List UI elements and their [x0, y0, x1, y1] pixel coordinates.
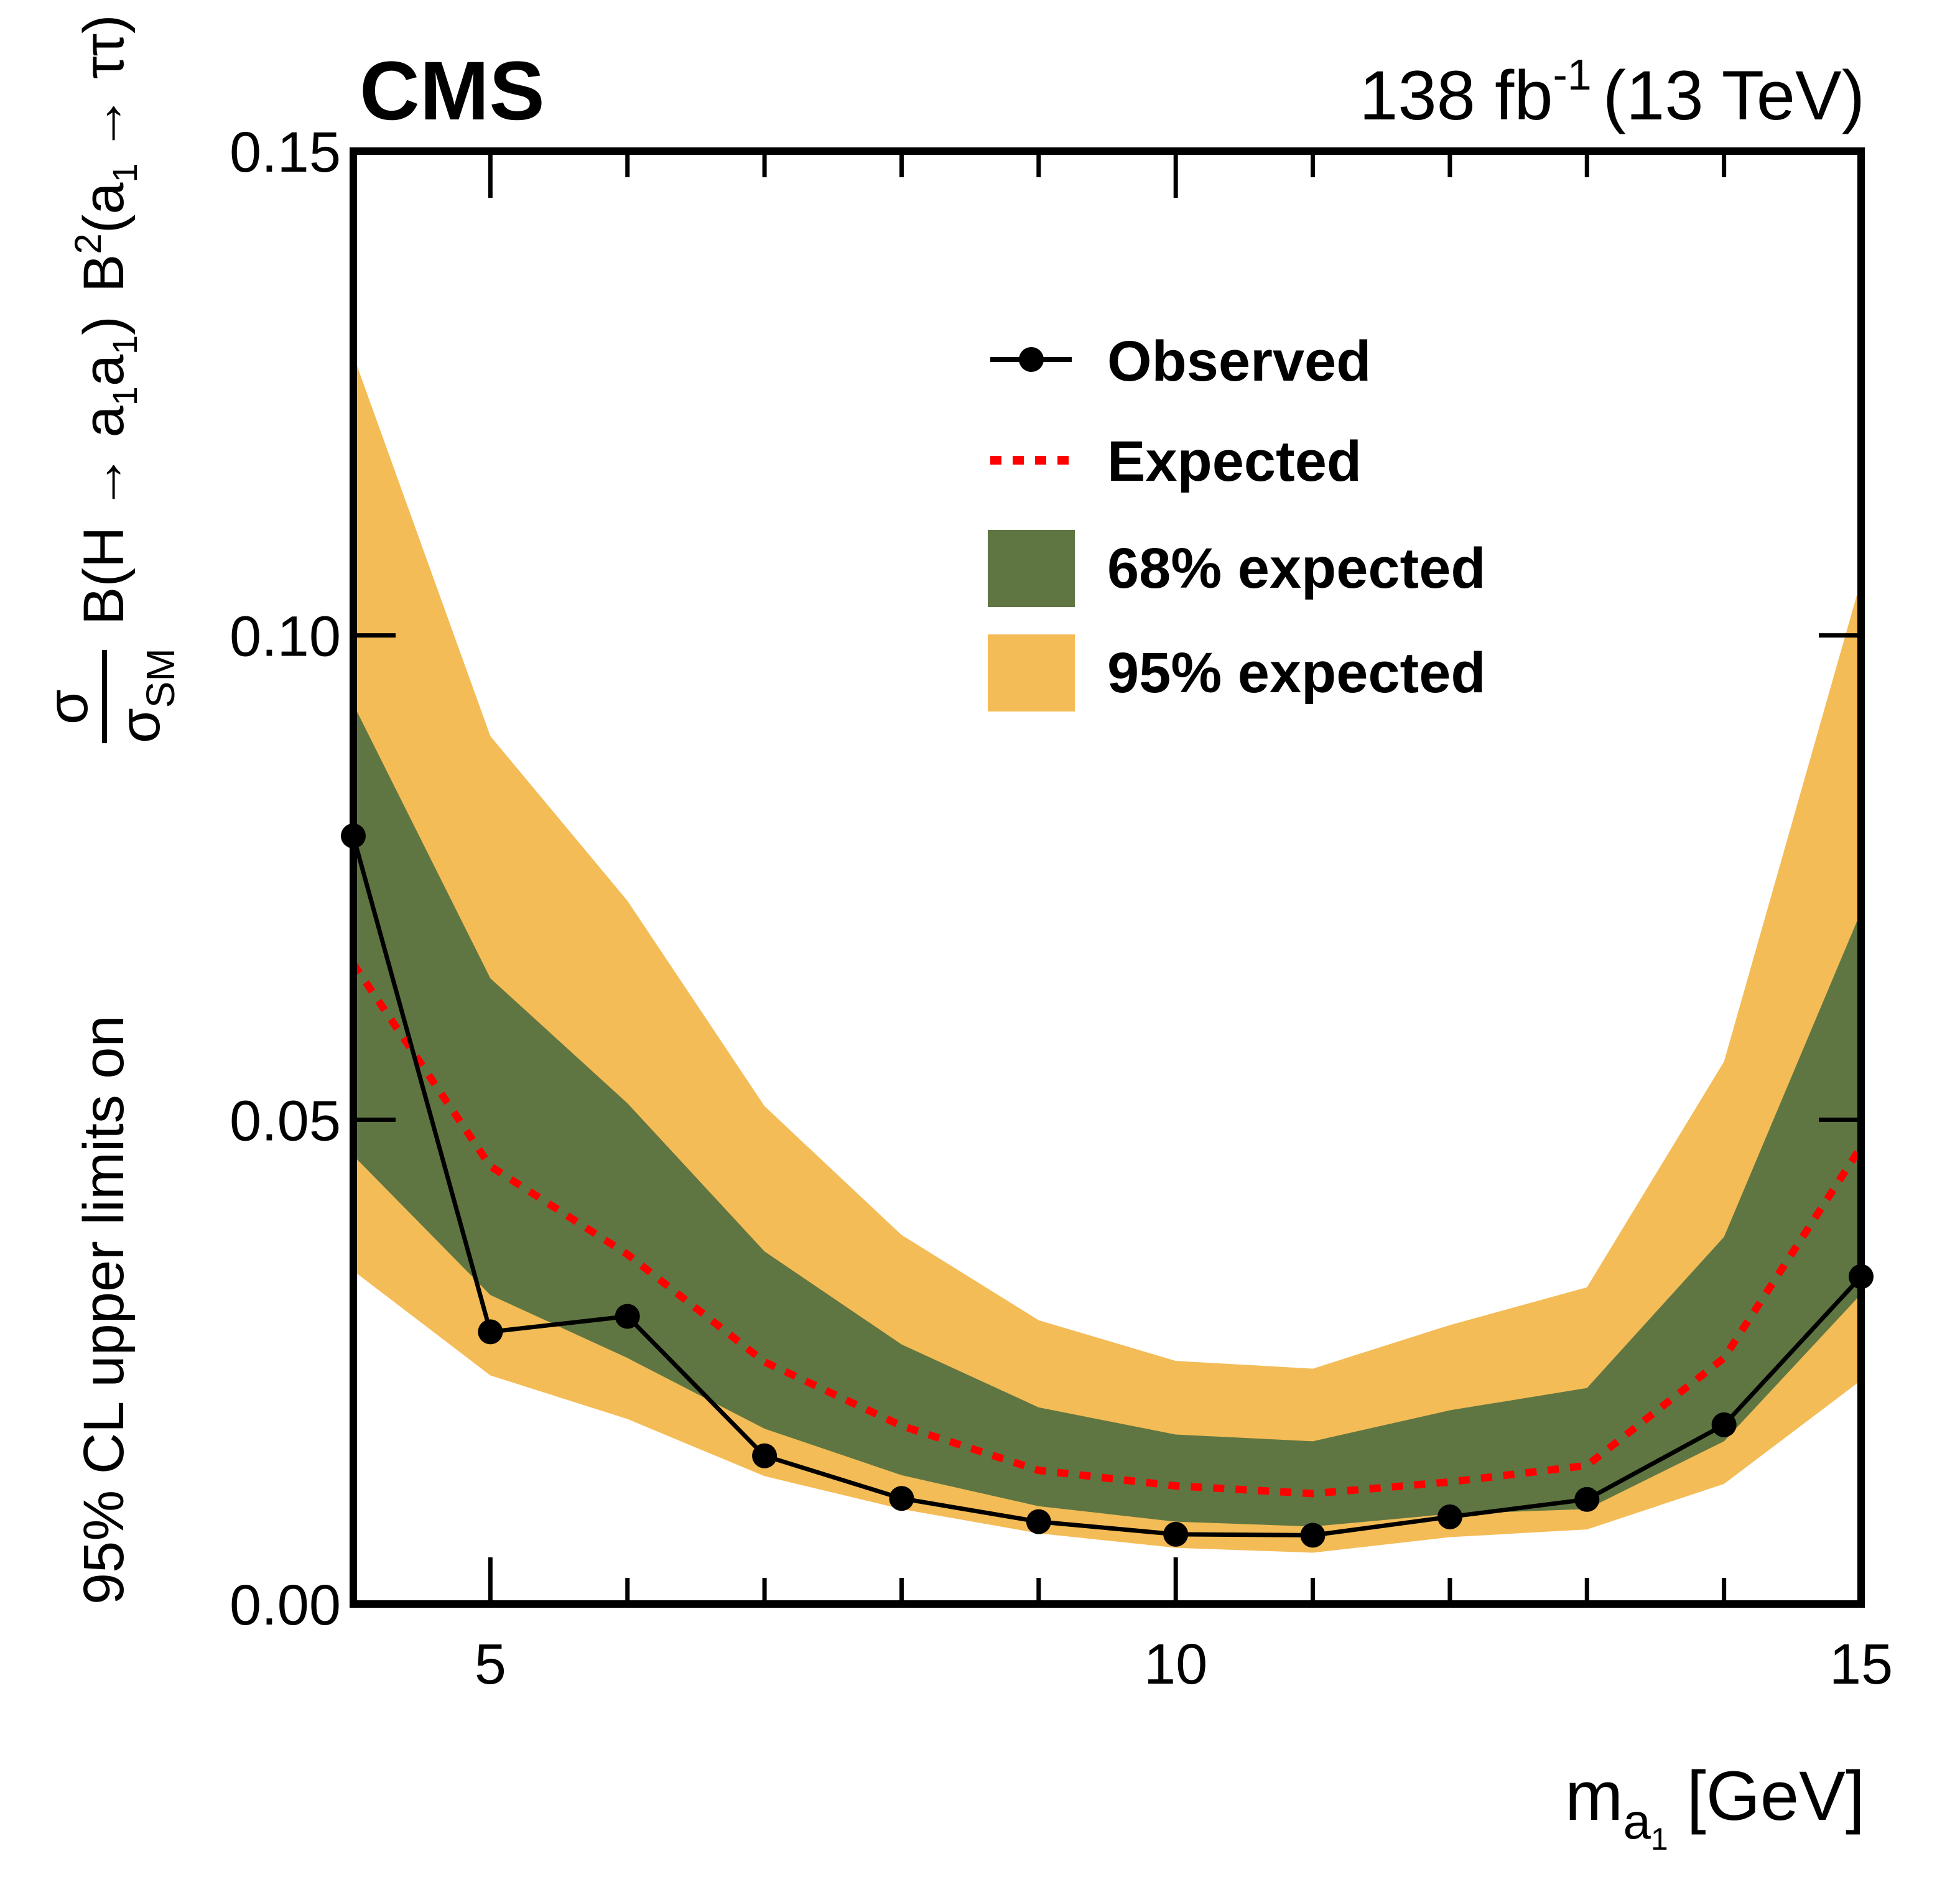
experiment-label: CMS [360, 45, 545, 137]
y-tick-label: 0.05 [230, 1089, 341, 1152]
band-68-expected [353, 704, 1861, 1527]
expected-line [350, 962, 1865, 1498]
legend-68-label: 68% expected [1107, 537, 1486, 600]
y-fraction-denominator: σSM [108, 648, 183, 743]
observed-line [351, 835, 1863, 1537]
lumi-label: 138 fb-1 (13 TeV) [1359, 50, 1865, 134]
observed-point [1026, 1509, 1051, 1534]
x-axis-title-main: m [1565, 1757, 1623, 1835]
y-br1-sub1: 1 [105, 386, 144, 406]
observed-point [1711, 1412, 1737, 1437]
y-br1-end: ) [72, 316, 136, 335]
observed-point [752, 1443, 778, 1468]
y-tick-label: 0.00 [230, 1574, 341, 1637]
observed-point [1163, 1521, 1189, 1547]
legend-observed-label: Observed [1107, 330, 1371, 393]
legend-95-swatch [988, 634, 1075, 712]
y-tick-label: 0.10 [230, 605, 341, 669]
lumi-exponent: -1 [1553, 50, 1591, 99]
y-axis-title-br2: B2(a1 → ττ) [67, 14, 144, 292]
legend-observed-marker [1019, 347, 1044, 372]
y-br2-text: B [72, 254, 136, 292]
y-br1-mid: a [72, 354, 136, 386]
y-fraction-numerator: σ [36, 689, 100, 725]
observed-point [1437, 1504, 1462, 1529]
x-axis-title-subsub: 1 [1651, 1822, 1668, 1857]
lumi-value: 138 fb [1359, 57, 1553, 134]
x-axis-title-unit: [GeV] [1687, 1757, 1865, 1835]
y-br2-sub: 1 [105, 163, 144, 182]
plot-frame [350, 147, 1865, 1608]
y-axis-title-br1: B(H → a1a1) [72, 316, 144, 625]
y-axis-title-fraction: σ σSM [36, 648, 183, 743]
legend-68-swatch [988, 530, 1075, 607]
observed-point [889, 1486, 914, 1511]
y-br2-sup: 2 [67, 233, 109, 254]
tick-labels-layer: 5 10 15 0.00 0.05 0.10 0.15 [230, 121, 1893, 1696]
y-fraction-den-sub: SM [138, 648, 183, 708]
observed-point [1574, 1486, 1600, 1512]
x-axis-title: ma1 [GeV] [1565, 1757, 1865, 1857]
legend-expected-label: Expected [1107, 430, 1362, 493]
y-fraction-den-main: σ [108, 708, 172, 743]
y-axis-title: 95% CL upper limits on σ σSM B(H → a1a1)… [36, 14, 183, 1605]
x-tick-label: 15 [1829, 1633, 1893, 1696]
lines-layer [341, 823, 1874, 1548]
energy-label: (13 TeV) [1603, 57, 1865, 134]
bands-layer [353, 355, 1861, 1553]
legend-95-label: 95% expected [1107, 641, 1486, 705]
y-br1-text: B(H → a [72, 405, 136, 625]
observed-point [478, 1319, 503, 1345]
observed-point [1300, 1523, 1326, 1548]
y-br2-end: → ττ) [72, 14, 136, 152]
x-tick-label: 10 [1144, 1633, 1207, 1696]
y-br1-sub2: 1 [105, 335, 144, 355]
ticks-layer [353, 151, 1861, 1604]
y-br2-open: (a [72, 182, 136, 234]
x-axis-title-sub: a [1623, 1794, 1651, 1849]
y-tick-label: 0.15 [230, 121, 341, 184]
observed-point [615, 1304, 640, 1329]
legend: Observed Expected 68% expected 95% expec… [988, 330, 1486, 712]
y-axis-title-prefix: 95% CL upper limits on [72, 1015, 136, 1605]
x-tick-label: 5 [475, 1633, 506, 1696]
